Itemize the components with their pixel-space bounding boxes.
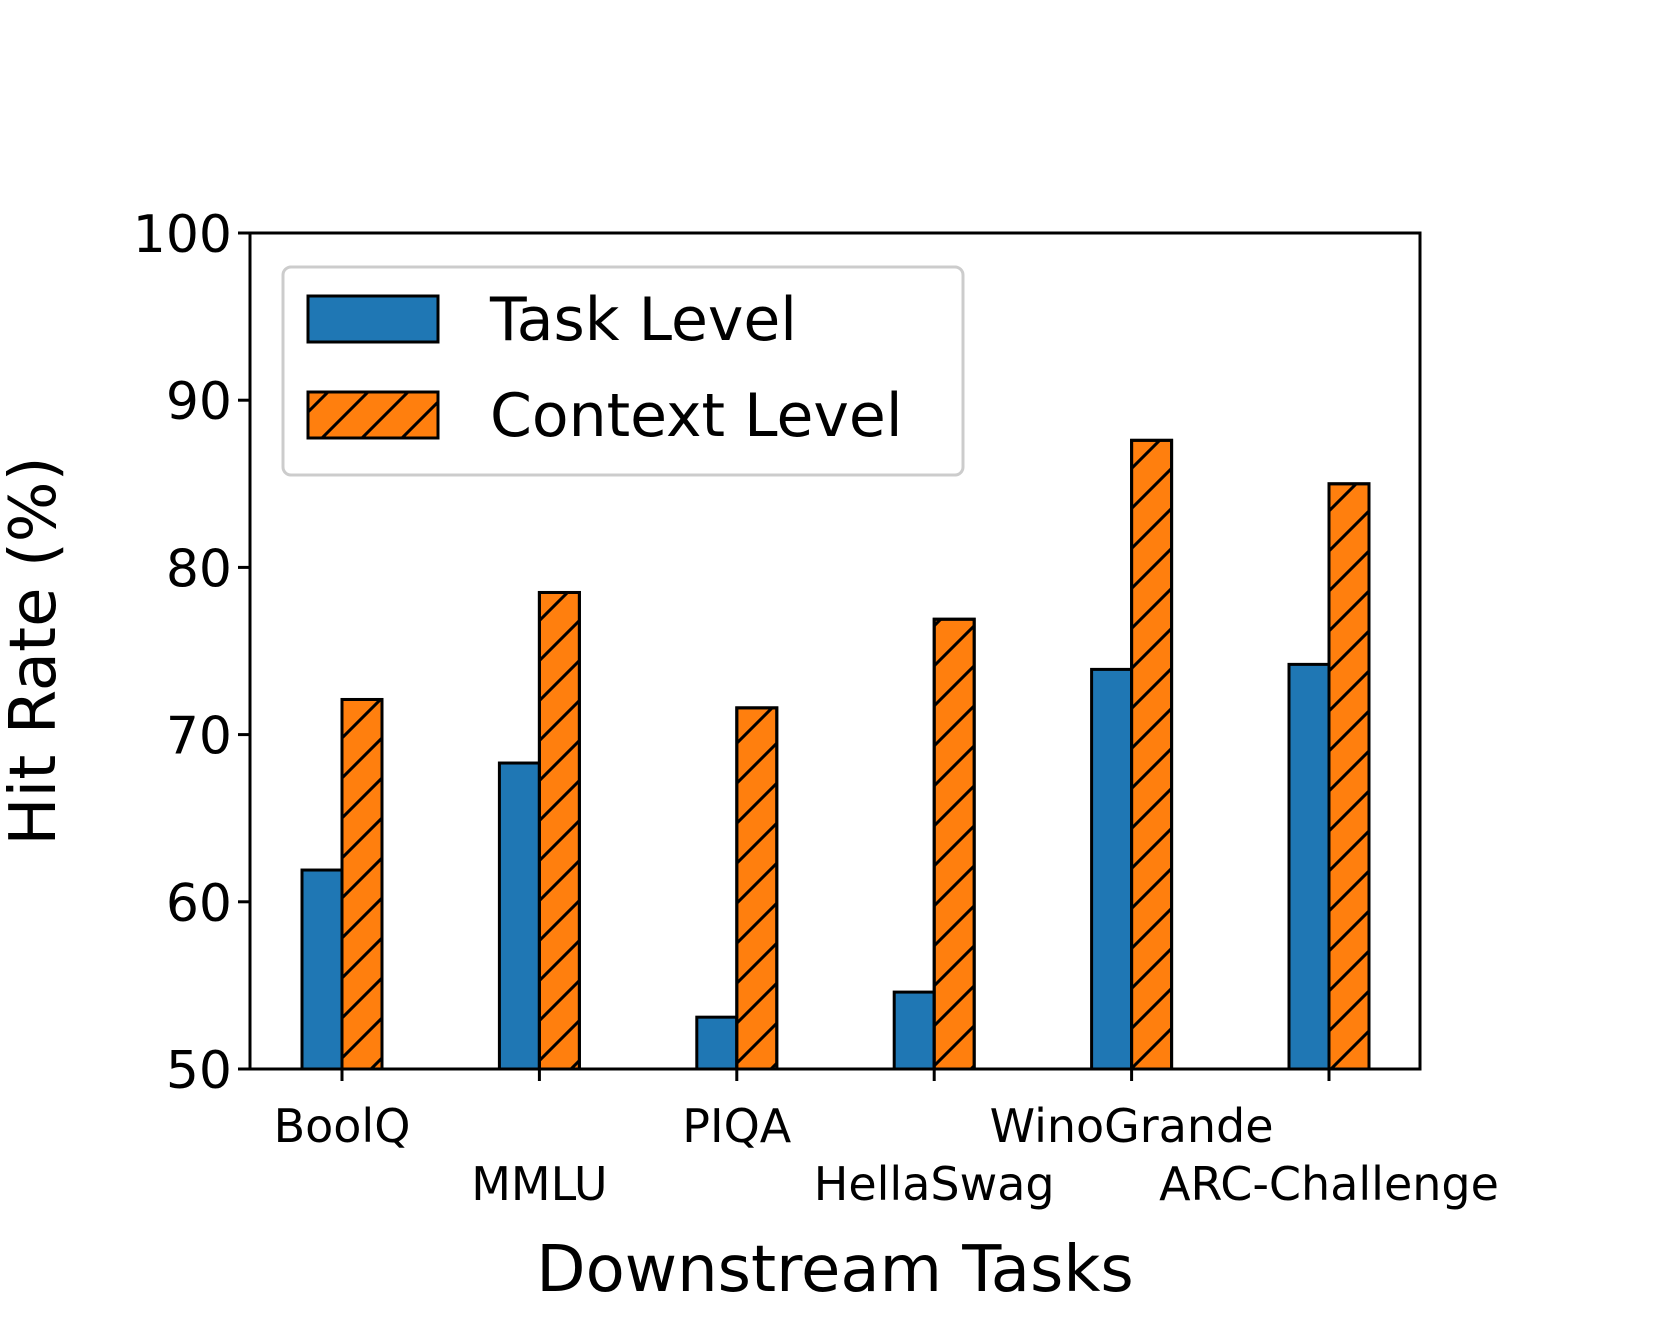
legend-box [281,265,965,477]
x-tick-label: BoolQ [274,1099,411,1153]
bar-context-level-hatch [932,617,976,1071]
bar-task-level [497,761,541,1071]
bar-context-level-hatch [735,706,779,1071]
x-tick-label: PIQA [682,1099,792,1153]
plot-frame [248,231,1422,1071]
bar-task-level [300,868,344,1071]
y-axis: 50 60 70 80 90 100 [133,205,250,1101]
legend-label-task-level: Task Level [489,285,797,355]
legend-swatch-context-level-hatch [306,390,440,440]
y-tick-label: 80 [166,539,232,599]
bars-group [300,438,1371,1071]
bar-context-level-hatch [537,590,581,1071]
bar-context-level-hatch [1130,438,1174,1071]
bar-task-level [1090,667,1134,1071]
x-axis-title: Downstream Tasks [536,1233,1133,1307]
legend-label-context-level: Context Level [490,381,903,451]
y-tick-label: 90 [166,372,232,432]
x-axis: BoolQ MMLU PIQA HellaSwagWinoGrandeARC-Chal… [274,1069,1499,1211]
x-tick-label: HellaSwag [814,1157,1055,1211]
y-axis-title: Hit Rate (%) [0,456,71,845]
legend-swatch-task-level [306,294,440,344]
y-tick-label: 60 [166,874,232,934]
bar-context-level-hatch [340,697,384,1071]
bar-task-level [695,1015,739,1071]
legend: Task Level Context Level [281,265,965,477]
bar-task-level [1287,662,1331,1071]
bar-context-level-hatch [1327,482,1371,1071]
x-tick-label: ARC-Challenge [1159,1157,1499,1211]
bar-task-level [892,990,936,1071]
y-tick-label: 50 [166,1041,232,1101]
y-tick-label: 100 [133,205,232,265]
x-tick-label: WinoGrande [990,1099,1274,1153]
y-tick-label: 70 [166,707,232,767]
x-tick-label: MMLU [471,1157,607,1211]
